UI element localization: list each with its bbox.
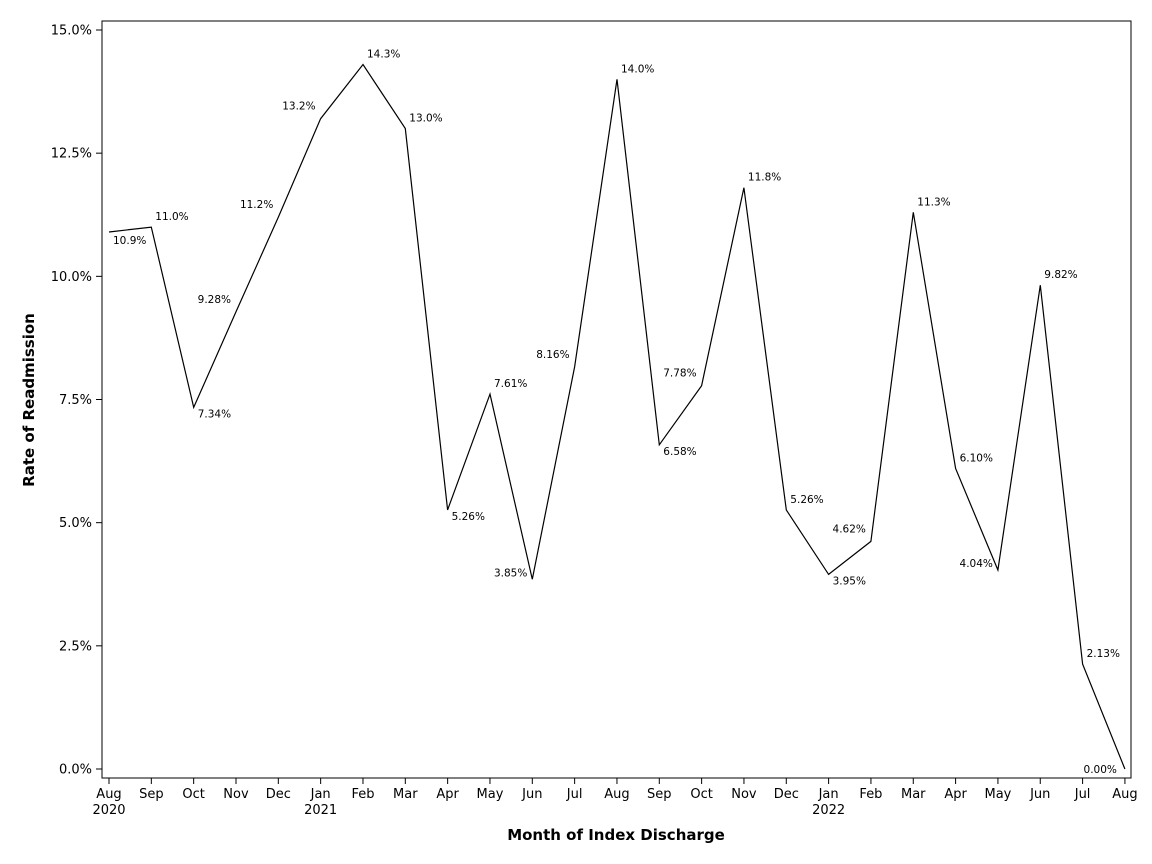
data-label: 14.0% xyxy=(621,63,654,75)
data-label: 2.13% xyxy=(1087,648,1120,660)
x-tick-label: Dec xyxy=(774,787,799,802)
x-tick-label: Nov xyxy=(223,787,249,802)
x-tick-label: Feb xyxy=(859,787,882,802)
data-label: 9.28% xyxy=(198,294,231,306)
x-tick-label: Mar xyxy=(901,787,926,802)
x-tick-label: Apr xyxy=(944,787,967,802)
data-label: 7.78% xyxy=(663,368,696,380)
data-label: 4.62% xyxy=(833,523,866,535)
data-label: 7.34% xyxy=(198,408,231,420)
data-label: 11.0% xyxy=(155,211,188,223)
data-label: 3.85% xyxy=(494,567,527,579)
data-labels: 10.9% 11.0% 7.34% 9.28% 11.2% 13.2% 14.3% 13.0%… xyxy=(113,49,1120,777)
data-label: 10.9% xyxy=(113,235,146,247)
x-tick-label: Jan xyxy=(818,787,839,802)
x-tick-label: Dec xyxy=(266,787,291,802)
x-tick-label: Jul xyxy=(566,787,583,802)
data-label: 9.82% xyxy=(1044,269,1077,281)
data-label: 7.61% xyxy=(494,378,527,390)
data-label: 11.8% xyxy=(748,172,781,184)
y-axis: 0.0% 2.5% 5.0% 7.5% 10.0% 12.5% 15.0% xyxy=(51,24,102,778)
data-label: 8.16% xyxy=(536,349,569,361)
y-tick-label: 0.0% xyxy=(59,763,92,778)
x-tick-label: Mar xyxy=(393,787,418,802)
y-axis-title: Rate of Readmission xyxy=(20,313,38,487)
x-tick-label: Jun xyxy=(1029,787,1050,802)
x-axis-title: Month of Index Discharge xyxy=(507,826,725,844)
plot-frame xyxy=(101,20,1132,779)
x-tick-label: Jun xyxy=(521,787,542,802)
data-label: 11.3% xyxy=(917,196,950,208)
x-tick-label: Feb xyxy=(351,787,374,802)
y-tick-label: 5.0% xyxy=(59,516,92,531)
x-tick-label: May xyxy=(477,787,504,802)
x-tick-label: Sep xyxy=(647,787,672,802)
data-label: 5.26% xyxy=(790,494,823,506)
y-tick-label: 2.5% xyxy=(59,639,92,654)
x-year-label: 2022 xyxy=(812,803,845,818)
data-label: 13.2% xyxy=(282,101,315,113)
x-tick-label: Nov xyxy=(731,787,757,802)
x-year-label: 2020 xyxy=(92,803,125,818)
y-tick-label: 15.0% xyxy=(51,24,92,39)
data-label: 6.58% xyxy=(663,446,696,458)
x-tick-label: Jan xyxy=(310,787,331,802)
data-label: 13.0% xyxy=(409,113,442,125)
y-tick-label: 10.0% xyxy=(51,270,92,285)
y-tick-label: 12.5% xyxy=(51,147,92,162)
x-tick-label: Aug xyxy=(96,787,121,802)
readmission-rate-line xyxy=(108,63,1126,770)
x-tick-label: Oct xyxy=(182,787,204,802)
data-label: 5.26% xyxy=(452,511,485,523)
data-label: 14.3% xyxy=(367,49,400,61)
data-label: 11.2% xyxy=(240,199,273,211)
x-tick-label: Jul xyxy=(1074,787,1091,802)
x-tick-label: Aug xyxy=(604,787,629,802)
x-tick-label: Oct xyxy=(690,787,712,802)
x-year-label: 2021 xyxy=(304,803,337,818)
y-tick-label: 7.5% xyxy=(59,393,92,408)
x-tick-label: Apr xyxy=(436,787,459,802)
x-tick-label: Aug xyxy=(1112,787,1137,802)
data-label: 4.04% xyxy=(960,558,993,570)
data-label: 3.95% xyxy=(833,575,866,587)
data-label: 0.00% xyxy=(1084,764,1117,776)
data-label: 6.10% xyxy=(960,453,993,465)
x-tick-label: Sep xyxy=(139,787,164,802)
x-tick-label: May xyxy=(984,787,1011,802)
